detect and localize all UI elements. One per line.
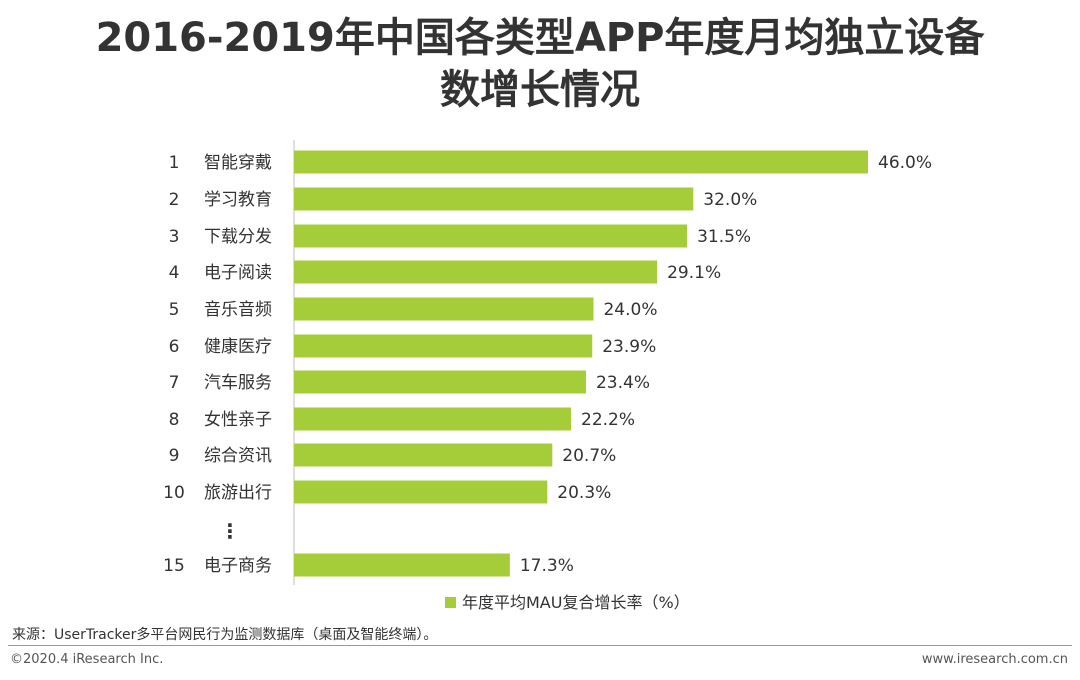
footer-divider <box>8 645 1072 646</box>
category-label: 下载分发 <box>204 227 272 247</box>
category-label: 学习教育 <box>204 190 272 210</box>
category-label: 音乐音频 <box>204 300 272 320</box>
category-label: 电子商务 <box>204 556 272 576</box>
category-label: 汽车服务 <box>204 373 272 393</box>
rank-label: 3 <box>169 227 180 247</box>
category-label: 女性亲子 <box>204 410 272 430</box>
bar-11 <box>294 553 510 577</box>
source-note: 来源：UserTracker多平台网民行为监测数据库（桌面及智能终端）。 <box>12 627 438 643</box>
rank-label: 15 <box>163 556 185 576</box>
title-line-2: 数增长情况 <box>440 67 640 113</box>
rank-label: 10 <box>163 483 185 503</box>
bar-10 <box>294 480 548 504</box>
data-label: 23.4% <box>596 373 650 393</box>
bar-6 <box>294 334 593 358</box>
data-label: 29.1% <box>667 263 721 283</box>
rank-label: 4 <box>169 263 180 283</box>
bar-3 <box>294 224 688 248</box>
bar-7 <box>294 370 586 394</box>
category-label: 健康医疗 <box>204 337 272 357</box>
data-label: 31.5% <box>697 227 751 247</box>
rank-label: 2 <box>169 190 180 210</box>
category-label: 电子阅读 <box>204 263 272 283</box>
rank-label: 9 <box>169 446 180 466</box>
data-label: 17.3% <box>520 556 574 576</box>
bar-9 <box>294 443 553 467</box>
rank-label: 7 <box>169 373 180 393</box>
category-label: 旅游出行 <box>204 483 272 503</box>
legend-swatch <box>445 597 456 608</box>
category-label: 综合资讯 <box>204 446 272 466</box>
bar-1 <box>294 150 868 174</box>
data-label: 20.7% <box>562 446 616 466</box>
rank-label: 5 <box>169 300 180 320</box>
bar-5 <box>294 297 594 321</box>
data-label: 22.2% <box>581 410 635 430</box>
bar-4 <box>294 260 658 284</box>
category-label: 智能穿戴 <box>204 153 272 173</box>
data-label: 24.0% <box>603 300 657 320</box>
gap-ellipsis: ⋮ <box>220 519 240 543</box>
data-label: 46.0% <box>878 153 932 173</box>
rank-label: 8 <box>169 410 180 430</box>
website: www.iresearch.com.cn <box>921 652 1068 667</box>
rank-label: 1 <box>169 153 180 173</box>
data-label: 32.0% <box>703 190 757 210</box>
bar-8 <box>294 407 572 431</box>
data-label: 20.3% <box>557 483 611 503</box>
chart-title: 2016-2019年中国各类型APP年度月均独立设备 数增长情况 <box>0 12 1080 116</box>
title-line-1: 2016-2019年中国各类型APP年度月均独立设备 <box>95 15 985 61</box>
legend-label: 年度平均MAU复合增长率（%） <box>462 593 690 612</box>
data-label: 23.9% <box>602 337 656 357</box>
copyright: ©2020.4 iResearch Inc. <box>10 652 164 667</box>
rank-label: 6 <box>169 337 180 357</box>
bar-2 <box>294 187 694 211</box>
